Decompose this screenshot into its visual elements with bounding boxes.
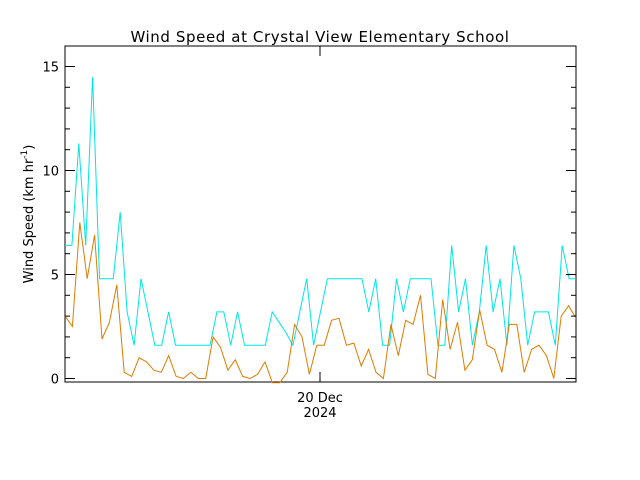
y-tick-label: 0 (51, 373, 59, 388)
y-tick-label: 15 (42, 61, 59, 76)
x-tick-label-year: 2024 (303, 406, 336, 421)
y-axis-label: Wind Speed (km hr-1) (20, 145, 37, 284)
y-axis-label-sup: -1 (20, 150, 30, 159)
chart-title: Wind Speed at Crystal View Elementary Sc… (130, 28, 509, 46)
y-tick-label: 10 (42, 165, 59, 180)
y-tick-label: 5 (51, 269, 59, 284)
series-line-2 (64, 222, 577, 384)
series-lines (64, 76, 577, 384)
y-axis-label-end: ) (22, 145, 37, 150)
x-tick-label-date: 20 Dec (297, 391, 343, 406)
series-line-1 (65, 76, 576, 347)
y-axis-ticks: 0 5 10 15 (42, 61, 576, 388)
y-axis-label-main: Wind Speed (km hr (22, 158, 37, 283)
plot-frame (64, 45, 577, 383)
